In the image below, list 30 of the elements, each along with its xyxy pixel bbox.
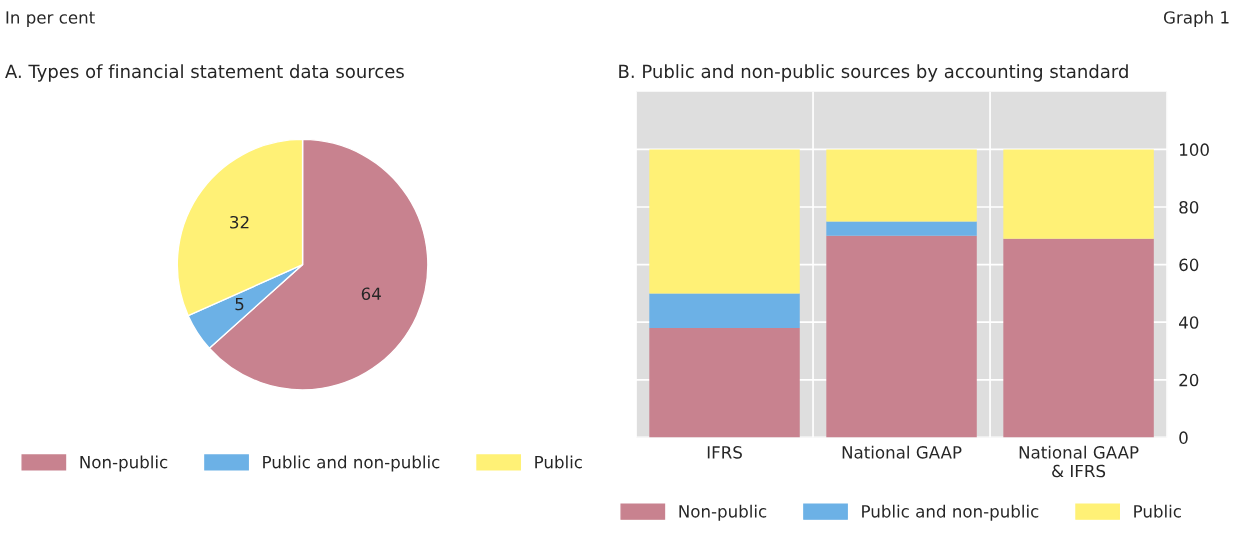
bar [826,235,977,438]
bar [826,149,977,222]
legend-label: Public [1134,504,1181,518]
bar [649,327,800,438]
chart-title: A. Types of financial statement data sources [5,64,404,82]
x-tick-label: National GAAP [842,445,962,459]
bar [826,221,977,236]
legend-label: Non-public [80,455,168,472]
legend-label: Public and non-public [862,504,1039,521]
legend-label: Non-public [679,504,767,521]
bar [649,293,800,328]
x-tick-label: IFRS [707,446,742,459]
legend-label: Public and non-public [263,455,440,472]
y-tick-label: 20 [1179,373,1199,387]
x-tick-label: National GAAP & IFRS [1019,445,1139,478]
y-tick-label: 60 [1179,258,1199,272]
bar [1003,149,1154,239]
data-label: 32 [230,215,249,229]
legend-label: Public [535,455,582,469]
y-tick-label: 100 [1180,143,1209,156]
bar [649,149,800,294]
data-label: 5 [235,297,244,311]
y-tick-label: 0 [1179,431,1188,444]
y-tick-label: 80 [1179,200,1199,214]
text: In per cent [6,11,95,27]
y-tick-label: 40 [1179,316,1199,329]
chart-title: B. Public and non-public sources by accounting standard [619,64,1128,82]
bar [1003,238,1154,438]
caption: Graph 1 [1163,10,1229,27]
data-label: 64 [361,287,381,301]
